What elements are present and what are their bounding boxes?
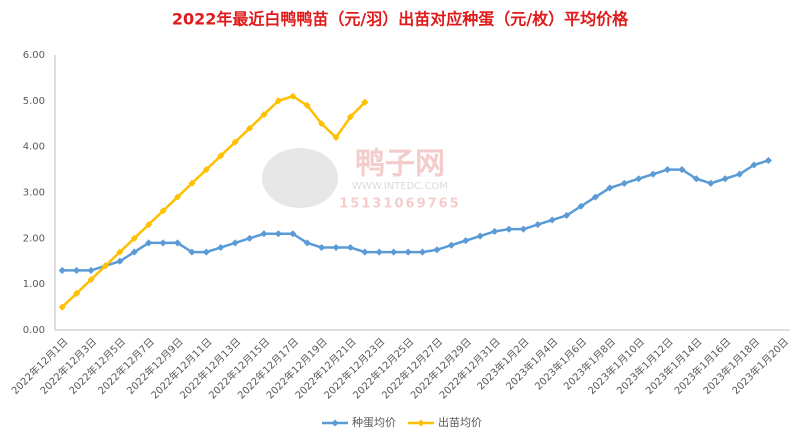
data-point [130, 248, 138, 256]
y-tick-label: 1.00 [23, 279, 45, 290]
watermark-logo [262, 148, 338, 208]
data-point [663, 166, 672, 174]
chart-title: 2022年最近白鸭鸭苗（元/羽）出苗对应种蛋（元/枚）平均价格 [172, 10, 629, 29]
y-tick-label: 2.00 [23, 233, 45, 244]
data-point [58, 266, 66, 274]
legend-marker [417, 419, 425, 427]
data-point [404, 248, 412, 256]
data-point [173, 239, 182, 247]
data-point [433, 246, 441, 254]
data-point [73, 289, 81, 297]
data-point [577, 202, 585, 210]
data-point [246, 234, 254, 242]
data-point [491, 227, 499, 235]
data-point [390, 248, 398, 256]
data-point [563, 211, 571, 219]
data-point [418, 248, 427, 256]
series-line [61, 95, 366, 308]
y-tick-label: 0.00 [23, 325, 45, 336]
y-tick-label: 5.00 [23, 96, 45, 107]
data-point [101, 262, 109, 270]
data-point [145, 239, 153, 247]
data-point [217, 243, 225, 252]
data-point [678, 166, 686, 174]
data-point [764, 156, 772, 164]
data-point [116, 248, 124, 256]
data-point [274, 230, 282, 238]
data-point [476, 232, 484, 240]
data-point [202, 248, 210, 256]
data-point [188, 248, 196, 256]
data-point [303, 101, 311, 109]
data-point [519, 225, 527, 233]
data-point [231, 138, 239, 146]
data-point [346, 243, 354, 252]
data-point [692, 175, 700, 183]
data-point [361, 248, 369, 256]
data-point [534, 221, 542, 229]
data-point [188, 179, 196, 187]
data-point [548, 216, 556, 224]
data-point [260, 111, 268, 119]
data-point [649, 170, 657, 178]
watermark-text: WWW.INTEDC.COM [352, 181, 448, 192]
data-point [635, 175, 643, 183]
y-tick-label: 3.00 [23, 188, 45, 199]
data-point [173, 193, 182, 201]
legend-marker [331, 419, 339, 427]
data-point [202, 166, 210, 174]
data-point [289, 230, 297, 238]
data-point [145, 221, 153, 229]
data-point [130, 234, 138, 242]
data-point [361, 98, 369, 106]
data-point [505, 225, 513, 233]
data-point [73, 266, 81, 274]
data-point [707, 179, 715, 187]
data-point [260, 230, 268, 238]
data-point [606, 184, 614, 192]
data-point [736, 170, 744, 178]
watermark: 鸭子网 WWW.INTEDC.COM 15131069765 [262, 147, 461, 212]
legend-label: 种蛋均价 [352, 415, 396, 429]
data-point [375, 248, 383, 256]
data-point [750, 161, 758, 169]
data-point [58, 303, 66, 311]
data-point [620, 179, 628, 187]
data-point [332, 133, 340, 142]
data-point [721, 175, 729, 183]
data-point [332, 243, 340, 252]
data-point [303, 239, 311, 247]
data-point [116, 257, 124, 265]
legend-label: 出苗均价 [438, 415, 482, 429]
y-tick-label: 6.00 [23, 50, 45, 61]
data-point [346, 113, 354, 121]
y-tick-label: 4.00 [23, 142, 45, 153]
data-point [462, 237, 470, 245]
watermark-text: 鸭子网 [355, 147, 445, 182]
data-point [87, 266, 95, 274]
data-point [231, 239, 239, 247]
data-point [159, 239, 167, 247]
data-point [159, 207, 167, 215]
data-point [591, 193, 599, 201]
data-point [318, 120, 326, 128]
data-point [217, 152, 225, 160]
watermark-text: 15131069765 [339, 197, 461, 212]
data-point [87, 276, 95, 284]
data-point [289, 92, 297, 100]
data-point [318, 243, 326, 252]
data-point [246, 124, 254, 132]
data-point [447, 241, 455, 249]
data-point [274, 97, 282, 105]
